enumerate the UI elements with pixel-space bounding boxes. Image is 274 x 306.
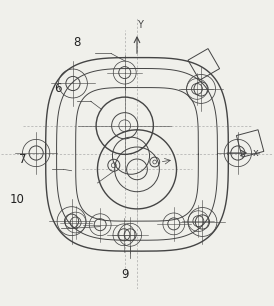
Text: 6: 6: [55, 82, 62, 95]
Text: 9: 9: [121, 268, 129, 281]
Text: Y: Y: [137, 20, 143, 30]
Text: x: x: [253, 148, 259, 158]
Text: 7: 7: [19, 153, 27, 166]
Text: 10: 10: [10, 193, 25, 206]
Text: 8: 8: [74, 36, 81, 49]
